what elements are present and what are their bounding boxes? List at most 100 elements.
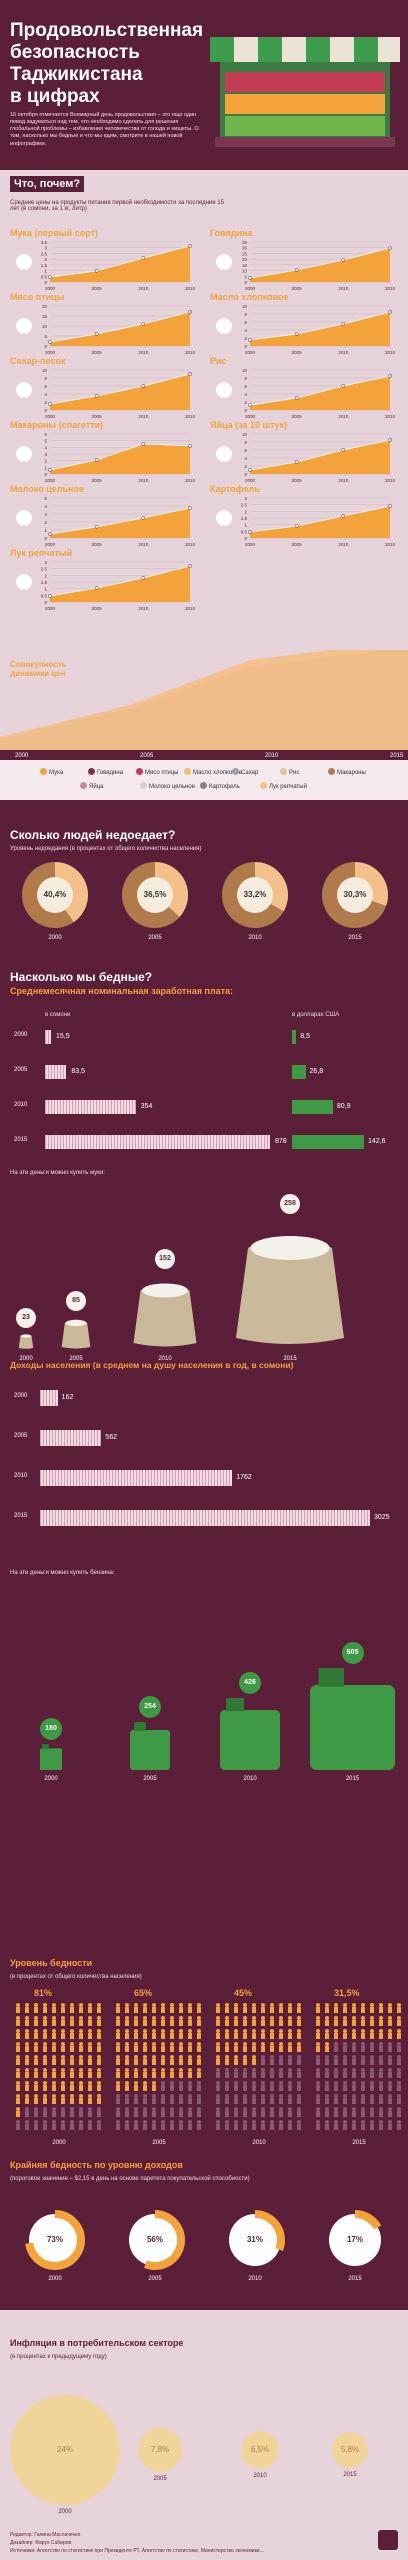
person-body — [143, 2020, 147, 2026]
person-head — [79, 2120, 83, 2124]
person-head — [225, 2081, 229, 2085]
person-head — [125, 2055, 129, 2059]
person-body — [61, 2007, 65, 2013]
person-head — [370, 2081, 374, 2085]
tick-label: 0.5 — [41, 593, 48, 598]
person-head — [297, 2055, 301, 2059]
person-head — [243, 2094, 247, 2098]
person-body — [343, 2098, 347, 2104]
person-body — [88, 2072, 92, 2078]
tick-label: 5 — [44, 334, 47, 339]
person-head — [34, 2003, 38, 2007]
income-value: 562 — [105, 1434, 117, 1441]
tick-label: 6 — [244, 448, 247, 453]
people-icons — [316, 2003, 401, 2130]
person-head — [43, 2042, 47, 2046]
legend-label: Сахар — [241, 770, 259, 776]
legend-label: Лук репчатый — [269, 784, 307, 790]
person-head — [25, 2029, 29, 2033]
person-head — [34, 2107, 38, 2111]
person-body — [52, 2111, 56, 2117]
person-body — [143, 2046, 147, 2052]
person-body — [379, 2059, 383, 2065]
person-head — [70, 2003, 74, 2007]
person-head — [343, 2068, 347, 2072]
person-head — [43, 2029, 47, 2033]
person-body — [125, 2020, 129, 2026]
somoni-bar — [45, 1030, 51, 1044]
price-chart: Рис 10 8 6 4 2 0 2000 2005 2010 2015 — [210, 356, 396, 419]
tick-label: 4 — [244, 392, 247, 397]
person-body — [197, 2098, 201, 2104]
person-body — [261, 2007, 265, 2013]
person-head — [134, 2042, 138, 2046]
person-head — [116, 2055, 120, 2059]
person-head — [388, 2003, 392, 2007]
person-body — [343, 2072, 347, 2078]
income-value: 1762 — [236, 1474, 252, 1481]
price-area — [50, 444, 190, 474]
person-head — [279, 2081, 283, 2085]
person-body — [25, 2020, 29, 2026]
person-head — [388, 2068, 392, 2072]
legend-item: Масло хлопковое — [184, 768, 242, 776]
person-body — [225, 2098, 229, 2104]
prices-section: Что, почем? Средние цены на продукты пит… — [0, 170, 408, 760]
person-body — [388, 2111, 392, 2117]
person-head — [252, 2042, 256, 2046]
person-head — [288, 2094, 292, 2098]
price-line — [49, 245, 191, 278]
extreme-year: 2010 — [248, 2276, 262, 2282]
person-body — [225, 2072, 229, 2078]
person-head — [252, 2055, 256, 2059]
person-body — [152, 2059, 156, 2065]
person-head — [116, 2094, 120, 2098]
flour-year: 2015 — [283, 1356, 297, 1362]
person-head — [125, 2081, 129, 2085]
person-head — [25, 2120, 29, 2124]
tick-label: 3 — [44, 246, 47, 251]
person-body — [279, 2098, 283, 2104]
price-chart-title: Масло хлопковое — [210, 292, 289, 302]
person-head — [161, 2055, 165, 2059]
footer-editor: Редактор: Галина Маслаченко — [10, 2532, 81, 2538]
person-head — [243, 2055, 247, 2059]
person-body — [370, 2072, 374, 2078]
legend-label: Мука — [49, 770, 64, 776]
person-body — [234, 2111, 238, 2117]
person-body — [16, 2072, 20, 2078]
price-point — [94, 332, 99, 336]
person-body — [34, 2059, 38, 2065]
person-head — [170, 2107, 174, 2111]
person-head — [170, 2120, 174, 2124]
person-head — [361, 2120, 365, 2124]
person-body — [361, 2059, 365, 2065]
person-body — [397, 2007, 401, 2013]
ring-bg — [29, 2214, 81, 2266]
person-body — [388, 2072, 392, 2078]
person-head — [297, 2042, 301, 2046]
tick-label: 3 — [44, 452, 47, 457]
person-head — [116, 2042, 120, 2046]
person-body — [361, 2098, 365, 2104]
usd-bar — [292, 1065, 306, 1079]
person-head — [134, 2029, 138, 2033]
person-head — [225, 2042, 229, 2046]
legend-dot — [260, 782, 267, 789]
person-head — [216, 2068, 220, 2072]
title-line-3: Таджикистана — [10, 64, 143, 85]
person-head — [234, 2081, 238, 2085]
person-body — [179, 2007, 183, 2013]
person-head — [61, 2029, 65, 2033]
person-body — [16, 2124, 20, 2130]
person-head — [397, 2068, 401, 2072]
ring-arc — [254, 2210, 285, 2252]
inflation-value: 7,8% — [150, 2445, 170, 2454]
person-body — [61, 2059, 65, 2065]
person-head — [143, 2081, 147, 2085]
person-head — [243, 2003, 247, 2007]
price-point — [294, 332, 299, 336]
